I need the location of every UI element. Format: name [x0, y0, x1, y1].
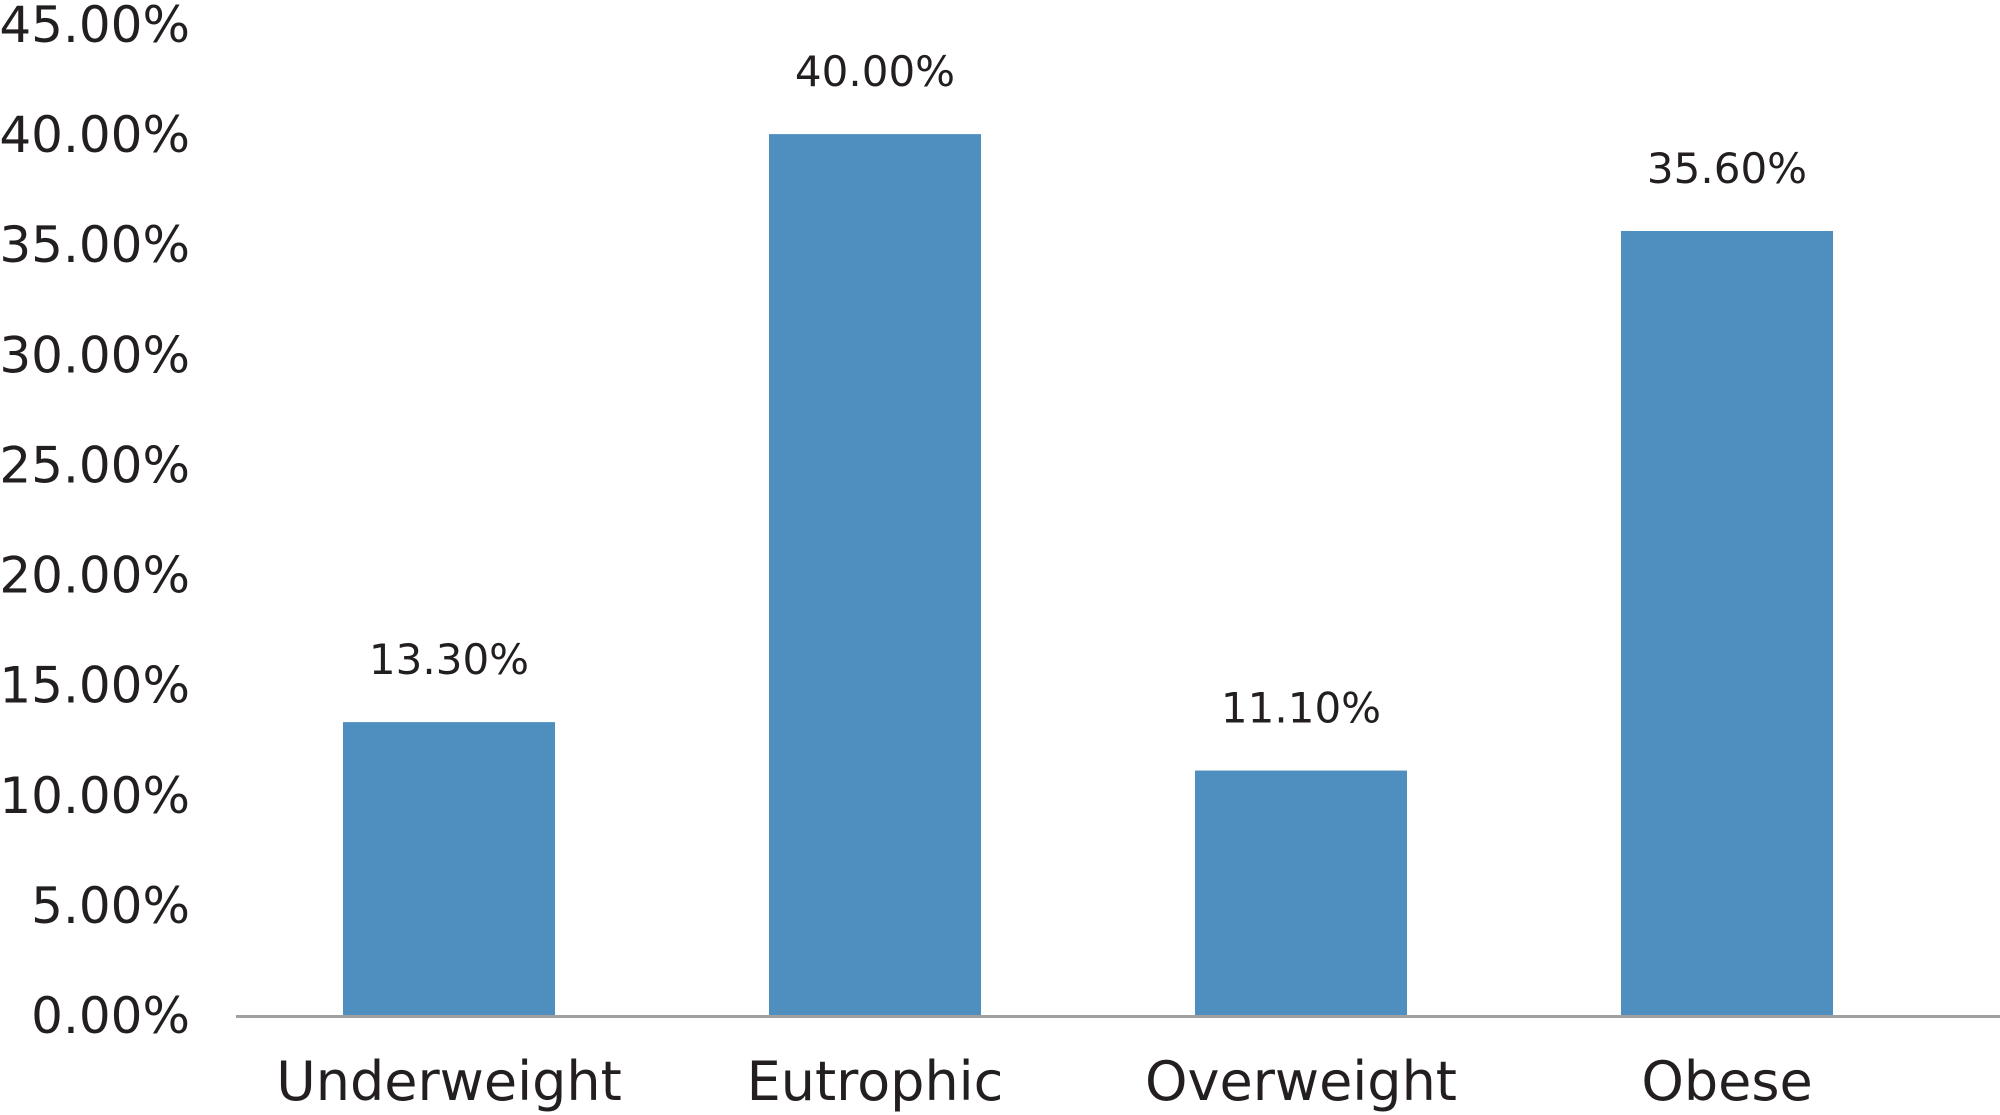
y-tick-label: 40.00% — [0, 106, 190, 164]
y-tick-label: 30.00% — [0, 326, 190, 384]
y-tick-label: 15.00% — [0, 657, 190, 715]
y-tick-label: 0.00% — [31, 987, 190, 1045]
data-label: 13.30% — [369, 635, 529, 684]
y-axis-tick-labels: 0.00% 5.00% 10.00% 15.00% 20.00% 25.00% 30.00%… — [0, 0, 190, 1045]
data-label: 11.10% — [1221, 684, 1381, 733]
y-tick-label: 45.00% — [0, 0, 190, 54]
bar — [1621, 231, 1833, 1015]
x-category-label: Underweight — [276, 1050, 622, 1113]
x-category-label: Obese — [1641, 1050, 1812, 1113]
x-category-label: Eutrophic — [747, 1050, 1004, 1113]
y-tick-label: 25.00% — [0, 436, 190, 494]
x-axis-category-labels: Underweight Eutrophic Overweight Obese — [276, 1050, 1812, 1113]
y-tick-label: 5.00% — [31, 877, 190, 935]
bar — [769, 134, 981, 1016]
data-label: 40.00% — [795, 47, 955, 96]
bars — [343, 134, 1833, 1016]
y-tick-label: 10.00% — [0, 767, 190, 825]
x-category-label: Overweight — [1145, 1050, 1457, 1113]
y-tick-label: 35.00% — [0, 216, 190, 274]
data-labels: 13.30% 40.00% 11.10% 35.60% — [369, 47, 1807, 732]
y-tick-label: 20.00% — [0, 547, 190, 605]
bar — [1195, 770, 1407, 1015]
bar — [343, 722, 555, 1015]
data-label: 35.60% — [1647, 144, 1807, 193]
